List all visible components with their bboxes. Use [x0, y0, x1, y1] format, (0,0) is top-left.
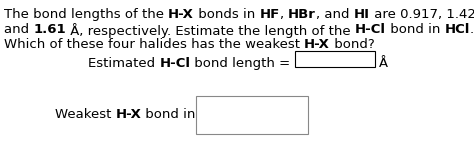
Text: Which of these four halides has the weakest: Which of these four halides has the weak…: [4, 38, 304, 51]
Text: 1.61: 1.61: [33, 23, 66, 36]
Text: bonds in: bonds in: [194, 8, 260, 21]
Text: , and: , and: [316, 8, 354, 21]
Text: HCl: HCl: [445, 23, 470, 36]
Text: H-X: H-X: [116, 108, 142, 121]
Text: H-X: H-X: [304, 38, 330, 51]
Text: are 0.917, 1.42,: are 0.917, 1.42,: [370, 8, 474, 21]
Text: HI: HI: [354, 8, 370, 21]
Text: Å: Å: [379, 57, 388, 70]
Bar: [196, 96, 308, 134]
Text: bond length =: bond length =: [191, 57, 295, 70]
Text: bond?: bond?: [330, 38, 375, 51]
Text: and: and: [4, 23, 33, 36]
Text: Estimated: Estimated: [88, 57, 159, 70]
Text: HBr: HBr: [288, 8, 316, 21]
Text: ,: ,: [280, 8, 288, 21]
Text: bond in: bond in: [386, 23, 445, 36]
Text: Å, respectively. Estimate the length of the: Å, respectively. Estimate the length of …: [66, 23, 355, 38]
Text: bond in: bond in: [142, 108, 196, 121]
Text: HF: HF: [260, 8, 280, 21]
Text: H-X: H-X: [168, 8, 194, 21]
Text: Weakest: Weakest: [55, 108, 116, 121]
Bar: [295, 51, 375, 67]
Text: H-Cl: H-Cl: [159, 57, 191, 70]
Text: .: .: [470, 23, 474, 36]
Text: H-Cl: H-Cl: [355, 23, 386, 36]
Text: The bond lengths of the: The bond lengths of the: [4, 8, 168, 21]
